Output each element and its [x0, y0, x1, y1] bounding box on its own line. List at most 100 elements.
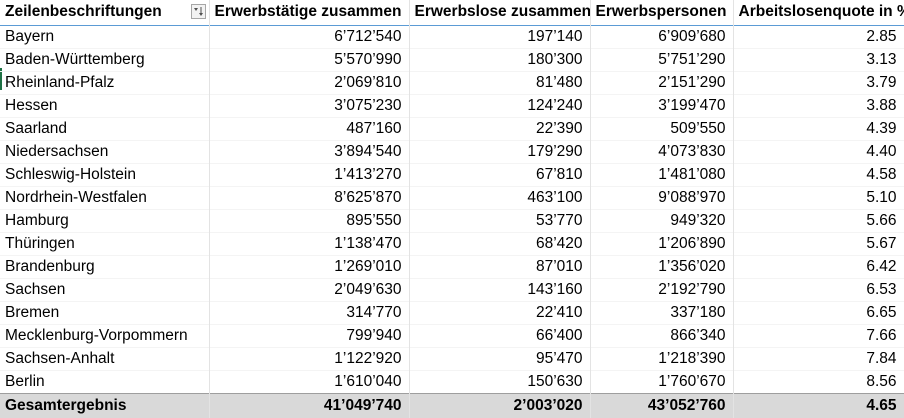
cell-erwerbstaetige[interactable]: 8’625’870 [209, 186, 410, 209]
cell-erwerbspersonen[interactable]: 1’481’080 [590, 163, 734, 186]
cell-erwerbslose[interactable]: 197’140 [409, 25, 591, 48]
total-erwerbspersonen[interactable]: 43’052’760 [590, 392, 734, 418]
table-row: Sachsen 2’049’630 143’160 2’192’790 6.53 [0, 278, 904, 301]
table-row: Schleswig-Holstein 1’413’270 67’810 1’481’0… [0, 163, 904, 186]
cell-erwerbslose[interactable]: 22’410 [409, 301, 591, 324]
cell-erwerbstaetige[interactable]: 895’550 [209, 209, 410, 232]
cell-erwerbstaetige[interactable]: 1’138’470 [209, 232, 410, 255]
table-row: Niedersachsen 3’894’540 179’290 4’073’830 4.… [0, 140, 904, 163]
cell-arbeitslosenquote[interactable]: 6.42 [733, 255, 904, 278]
row-label[interactable]: Thüringen [0, 232, 210, 255]
header-erwerbspersonen: Erwerbspersonen [590, 0, 734, 25]
cell-erwerbspersonen[interactable]: 3’199’470 [590, 94, 734, 117]
row-label[interactable]: Saarland [0, 117, 210, 140]
row-label[interactable]: Rheinland-Pfalz [0, 71, 210, 94]
row-label[interactable]: Schleswig-Holstein [0, 163, 210, 186]
cell-arbeitslosenquote[interactable]: 6.53 [733, 278, 904, 301]
cell-erwerbslose[interactable]: 179’290 [409, 140, 591, 163]
row-label[interactable]: Niedersachsen [0, 140, 210, 163]
table-row: Rheinland-Pfalz 2’069’810 81’480 2’151’290 3… [0, 71, 904, 94]
cell-erwerbslose[interactable]: 95’470 [409, 347, 591, 370]
header-erwerbslose: Erwerbslose zusammen [409, 0, 591, 25]
cell-arbeitslosenquote[interactable]: 5.10 [733, 186, 904, 209]
cell-erwerbslose[interactable]: 66’400 [409, 324, 591, 347]
cell-arbeitslosenquote[interactable]: 6.65 [733, 301, 904, 324]
cell-erwerbstaetige[interactable]: 6’712’540 [209, 25, 410, 48]
cell-erwerbspersonen[interactable]: 949’320 [590, 209, 734, 232]
cell-erwerbstaetige[interactable]: 1’413’270 [209, 163, 410, 186]
row-label[interactable]: Berlin [0, 370, 210, 393]
row-label[interactable]: Sachsen-Anhalt [0, 347, 210, 370]
cell-erwerbspersonen[interactable]: 509’550 [590, 117, 734, 140]
table-row: Mecklenburg-Vorpommern 799’940 66’400 866’3… [0, 324, 904, 347]
cell-erwerbslose[interactable]: 463’100 [409, 186, 591, 209]
table-row: Saarland 487’160 22’390 509’550 4.39 [0, 117, 904, 140]
cell-erwerbslose[interactable]: 124’240 [409, 94, 591, 117]
row-label[interactable]: Mecklenburg-Vorpommern [0, 324, 210, 347]
cell-erwerbstaetige[interactable]: 487’160 [209, 117, 410, 140]
cell-erwerbstaetige[interactable]: 799’940 [209, 324, 410, 347]
cell-erwerbspersonen[interactable]: 866’340 [590, 324, 734, 347]
cell-erwerbspersonen[interactable]: 1’356’020 [590, 255, 734, 278]
cell-arbeitslosenquote[interactable]: 3.13 [733, 48, 904, 71]
cell-erwerbstaetige[interactable]: 2’049’630 [209, 278, 410, 301]
cell-erwerbspersonen[interactable]: 337’180 [590, 301, 734, 324]
total-erwerbstaetige[interactable]: 41’049’740 [209, 392, 410, 418]
sort-filter-icon[interactable] [190, 4, 206, 19]
row-label[interactable]: Bayern [0, 25, 210, 48]
cell-arbeitslosenquote[interactable]: 7.84 [733, 347, 904, 370]
total-row: Gesamtergebnis 41’049’740 2’003’020 43’0… [0, 392, 904, 418]
cell-erwerbstaetige[interactable]: 1’610’040 [209, 370, 410, 393]
header-row-labels-text: Zeilenbeschriftungen [5, 3, 162, 21]
row-label[interactable]: Hamburg [0, 209, 210, 232]
cell-erwerbslose[interactable]: 67’810 [409, 163, 591, 186]
cell-erwerbslose[interactable]: 143’160 [409, 278, 591, 301]
cell-erwerbspersonen[interactable]: 2’192’790 [590, 278, 734, 301]
row-label[interactable]: Sachsen [0, 278, 210, 301]
cell-arbeitslosenquote[interactable]: 2.85 [733, 25, 904, 48]
cell-erwerbslose[interactable]: 81’480 [409, 71, 591, 94]
cell-erwerbslose[interactable]: 53’770 [409, 209, 591, 232]
cell-erwerbspersonen[interactable]: 4’073’830 [590, 140, 734, 163]
row-label[interactable]: Nordrhein-Westfalen [0, 186, 210, 209]
cell-erwerbstaetige[interactable]: 1’269’010 [209, 255, 410, 278]
cell-erwerbstaetige[interactable]: 2’069’810 [209, 71, 410, 94]
cell-erwerbstaetige[interactable]: 5’570’990 [209, 48, 410, 71]
cell-erwerbslose[interactable]: 87’010 [409, 255, 591, 278]
cell-erwerbspersonen[interactable]: 1’206’890 [590, 232, 734, 255]
total-label[interactable]: Gesamtergebnis [0, 392, 210, 418]
cell-erwerbslose[interactable]: 68’420 [409, 232, 591, 255]
cell-erwerbslose[interactable]: 22’390 [409, 117, 591, 140]
cell-erwerbslose[interactable]: 180’300 [409, 48, 591, 71]
row-label[interactable]: Bremen [0, 301, 210, 324]
row-label[interactable]: Hessen [0, 94, 210, 117]
cell-erwerbslose[interactable]: 150’630 [409, 370, 591, 393]
cell-arbeitslosenquote[interactable]: 3.79 [733, 71, 904, 94]
cell-erwerbstaetige[interactable]: 3’894’540 [209, 140, 410, 163]
total-erwerbslose[interactable]: 2’003’020 [409, 392, 591, 418]
cell-erwerbstaetige[interactable]: 1’122’920 [209, 347, 410, 370]
cell-arbeitslosenquote[interactable]: 5.66 [733, 209, 904, 232]
cell-arbeitslosenquote[interactable]: 4.40 [733, 140, 904, 163]
cell-arbeitslosenquote[interactable]: 5.67 [733, 232, 904, 255]
table-row: Sachsen-Anhalt 1’122’920 95’470 1’218’390 7.… [0, 347, 904, 370]
cell-arbeitslosenquote[interactable]: 7.66 [733, 324, 904, 347]
cell-erwerbspersonen[interactable]: 1’760’670 [590, 370, 734, 393]
header-row: Zeilenbeschriftungen Erwerbstätige zusam… [0, 0, 904, 25]
cell-erwerbstaetige[interactable]: 3’075’230 [209, 94, 410, 117]
cell-arbeitslosenquote[interactable]: 8.56 [733, 370, 904, 393]
total-arbeitslosenquote[interactable]: 4.65 [733, 392, 904, 418]
row-label[interactable]: Baden-Württemberg [0, 48, 210, 71]
cell-arbeitslosenquote[interactable]: 4.58 [733, 163, 904, 186]
cell-erwerbspersonen[interactable]: 5’751’290 [590, 48, 734, 71]
table-row: Thüringen 1’138’470 68’420 1’206’890 5.67 [0, 232, 904, 255]
cell-erwerbspersonen[interactable]: 2’151’290 [590, 71, 734, 94]
cell-erwerbstaetige[interactable]: 314’770 [209, 301, 410, 324]
cell-erwerbspersonen[interactable]: 6’909’680 [590, 25, 734, 48]
row-label[interactable]: Brandenburg [0, 255, 210, 278]
table-row: Nordrhein-Westfalen 8’625’870 463’100 9’088… [0, 186, 904, 209]
cell-erwerbspersonen[interactable]: 1’218’390 [590, 347, 734, 370]
cell-arbeitslosenquote[interactable]: 4.39 [733, 117, 904, 140]
cell-arbeitslosenquote[interactable]: 3.88 [733, 94, 904, 117]
cell-erwerbspersonen[interactable]: 9’088’970 [590, 186, 734, 209]
